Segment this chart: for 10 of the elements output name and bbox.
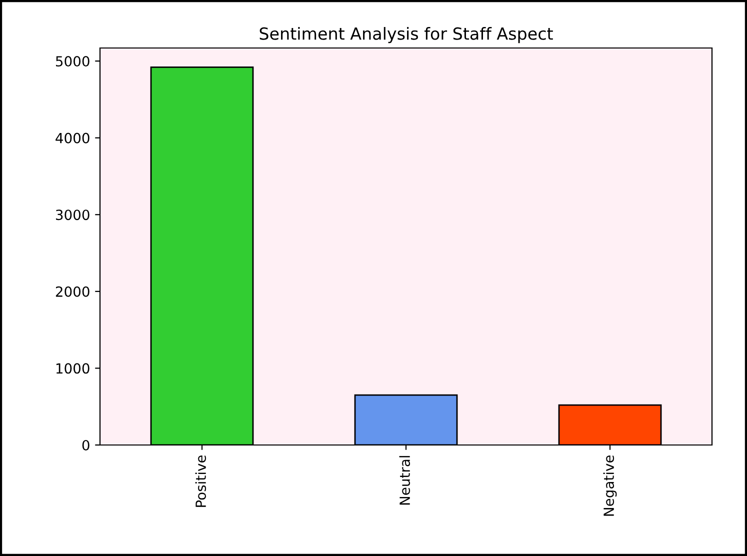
y-tick-label: 5000	[56, 56, 90, 67]
y-tick-label: 4000	[56, 132, 90, 144]
chart-title: Sentiment Analysis for Staff Aspect	[260, 27, 553, 44]
y-tick-label: 1000	[56, 363, 90, 374]
x-tick-label: Negative	[603, 455, 617, 516]
y-tick-label: 2000	[56, 286, 90, 297]
x-tick-label: Neutral	[399, 456, 410, 505]
y-tick-label: 0	[82, 440, 90, 450]
x-tick-label: Positive	[195, 455, 206, 507]
y-tick-label: 3000	[56, 210, 90, 220]
